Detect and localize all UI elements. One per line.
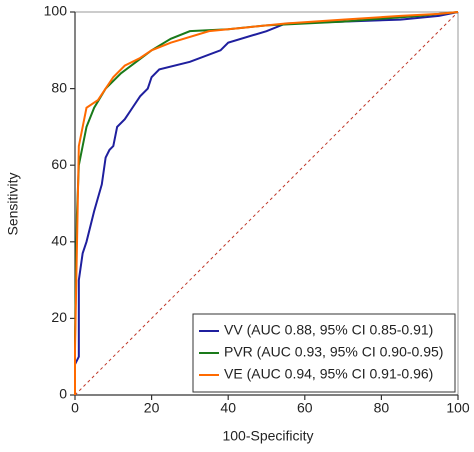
y-tick-label: 100 bbox=[44, 3, 68, 19]
x-tick-label: 40 bbox=[220, 400, 236, 416]
x-axis-label: 100-Specificity bbox=[222, 428, 313, 444]
y-tick-label: 80 bbox=[51, 79, 67, 95]
x-tick-label: 60 bbox=[297, 400, 313, 416]
legend-box bbox=[192, 313, 456, 393]
y-tick-label: 40 bbox=[51, 233, 67, 249]
x-tick-label: 20 bbox=[144, 400, 160, 416]
y-tick-label: 0 bbox=[59, 386, 67, 402]
legend-label: PVR (AUC 0.93, 95% CI 0.90-0.95) bbox=[224, 344, 443, 360]
legend-label: VV (AUC 0.88, 95% CI 0.85-0.91) bbox=[224, 322, 433, 338]
y-axis-label: Sensitivity bbox=[5, 172, 21, 235]
x-tick-label: 80 bbox=[374, 400, 390, 416]
reference-diagonal bbox=[74, 11, 459, 396]
roc-line bbox=[74, 11, 459, 395]
legend-label: VE (AUC 0.94, 95% CI 0.91-0.96) bbox=[224, 366, 433, 382]
x-tick-label: 0 bbox=[71, 400, 79, 416]
y-tick-label: 20 bbox=[51, 309, 67, 325]
x-tick-label: 100 bbox=[446, 400, 470, 416]
y-tick-label: 60 bbox=[51, 156, 67, 172]
roc-line bbox=[74, 11, 459, 395]
